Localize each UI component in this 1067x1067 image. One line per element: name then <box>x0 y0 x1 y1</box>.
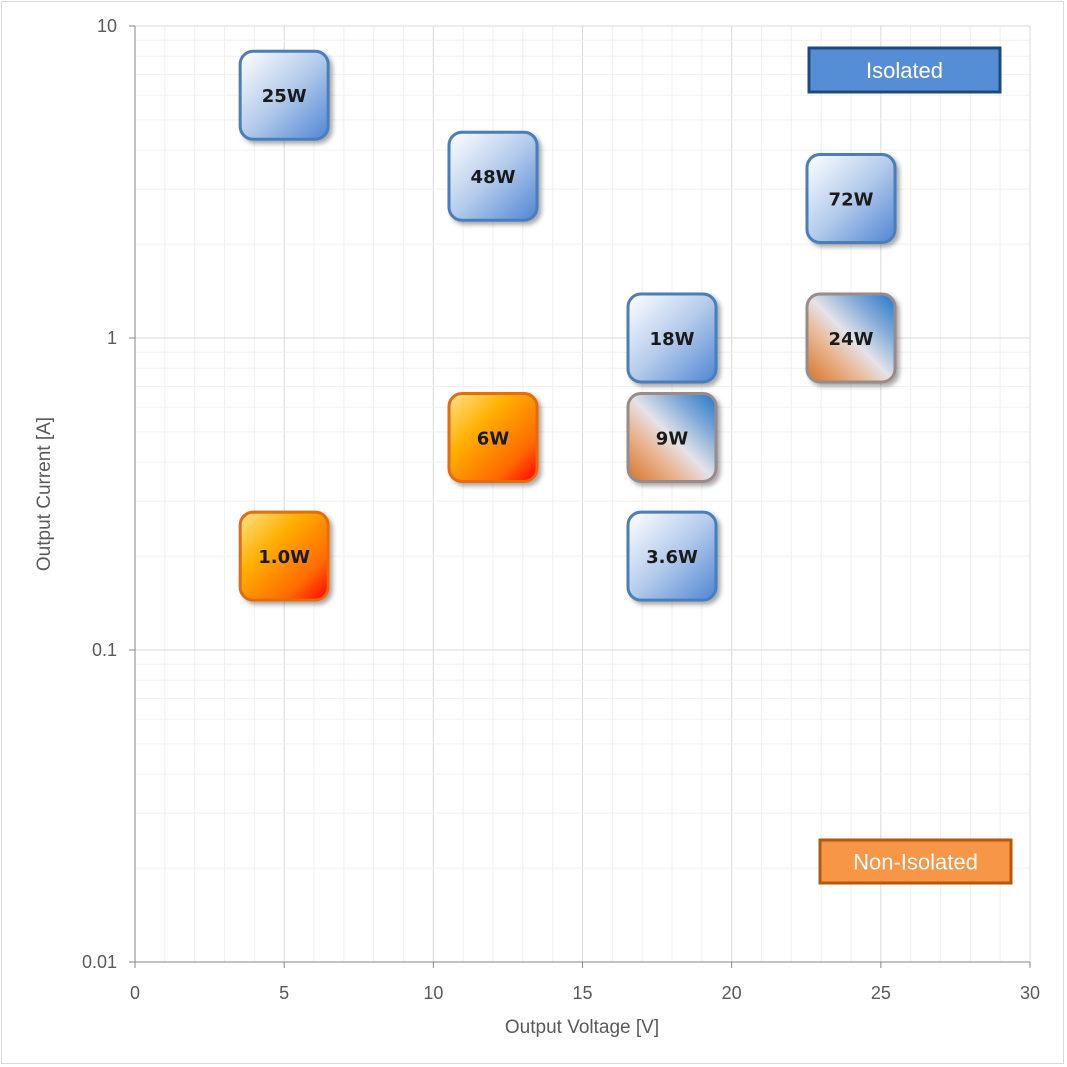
data-point-box <box>238 510 330 602</box>
data-label: 72W <box>829 189 874 210</box>
x-axis-title: Output Voltage [V] <box>505 1017 659 1038</box>
legend-box <box>818 838 1013 885</box>
x-tick-label: 10 <box>423 983 443 1003</box>
data-label: 9W <box>656 428 689 449</box>
y-tick-labels: 0.01 0.1 1 10 <box>82 16 117 972</box>
x-tick-label: 5 <box>279 983 289 1003</box>
y-tick-label: 0.01 <box>82 952 117 972</box>
legend-box <box>807 46 1002 94</box>
y-axis-title: Output Current [A] <box>34 417 55 571</box>
data-point: 24W <box>805 292 897 384</box>
y-tick-label: 0.1 <box>92 640 117 660</box>
legend-item: Isolated <box>807 46 1002 94</box>
data-label: 18W <box>650 329 695 350</box>
data-point: 3.6W <box>626 510 718 602</box>
data-label: 25W <box>262 86 307 107</box>
legend: Isolated Non-Isolated <box>807 46 1013 885</box>
x-tick-label: 0 <box>130 983 140 1003</box>
y-tick-label: 1 <box>107 328 117 348</box>
data-point-box <box>447 130 539 222</box>
data-point: 25W <box>238 49 330 141</box>
data-marks: 25W 48W 72W 18W 3.6W 6W 1.0W 24W 9W <box>238 49 897 602</box>
x-tick-label: 15 <box>572 983 592 1003</box>
x-tick-label: 25 <box>871 983 891 1003</box>
x-tick-label: 20 <box>722 983 742 1003</box>
legend-label: Non-Isolated <box>853 850 978 875</box>
data-point-box <box>447 391 539 483</box>
data-point: 1.0W <box>238 510 330 602</box>
data-point: 9W <box>626 391 718 483</box>
data-point-box <box>626 510 718 602</box>
data-label: 1.0W <box>258 547 310 568</box>
data-point: 6W <box>447 391 539 483</box>
data-point: 48W <box>447 130 539 222</box>
data-point-box <box>626 292 718 384</box>
data-point-box <box>805 152 897 244</box>
data-point-box <box>805 292 897 384</box>
legend-label: Isolated <box>866 58 943 83</box>
data-label: 6W <box>477 428 510 449</box>
data-label: 3.6W <box>646 547 698 568</box>
data-point: 72W <box>805 152 897 244</box>
x-tick-labels: 0 5 10 15 20 25 30 <box>130 983 1040 1003</box>
data-point-box <box>238 49 330 141</box>
data-label: 48W <box>471 167 516 188</box>
x-tick-label: 30 <box>1020 983 1040 1003</box>
axes <box>129 25 1031 968</box>
data-label: 24W <box>829 329 874 350</box>
data-point-box <box>626 391 718 483</box>
legend-item: Non-Isolated <box>818 838 1013 885</box>
y-tick-label: 10 <box>97 16 117 36</box>
data-point: 18W <box>626 292 718 384</box>
